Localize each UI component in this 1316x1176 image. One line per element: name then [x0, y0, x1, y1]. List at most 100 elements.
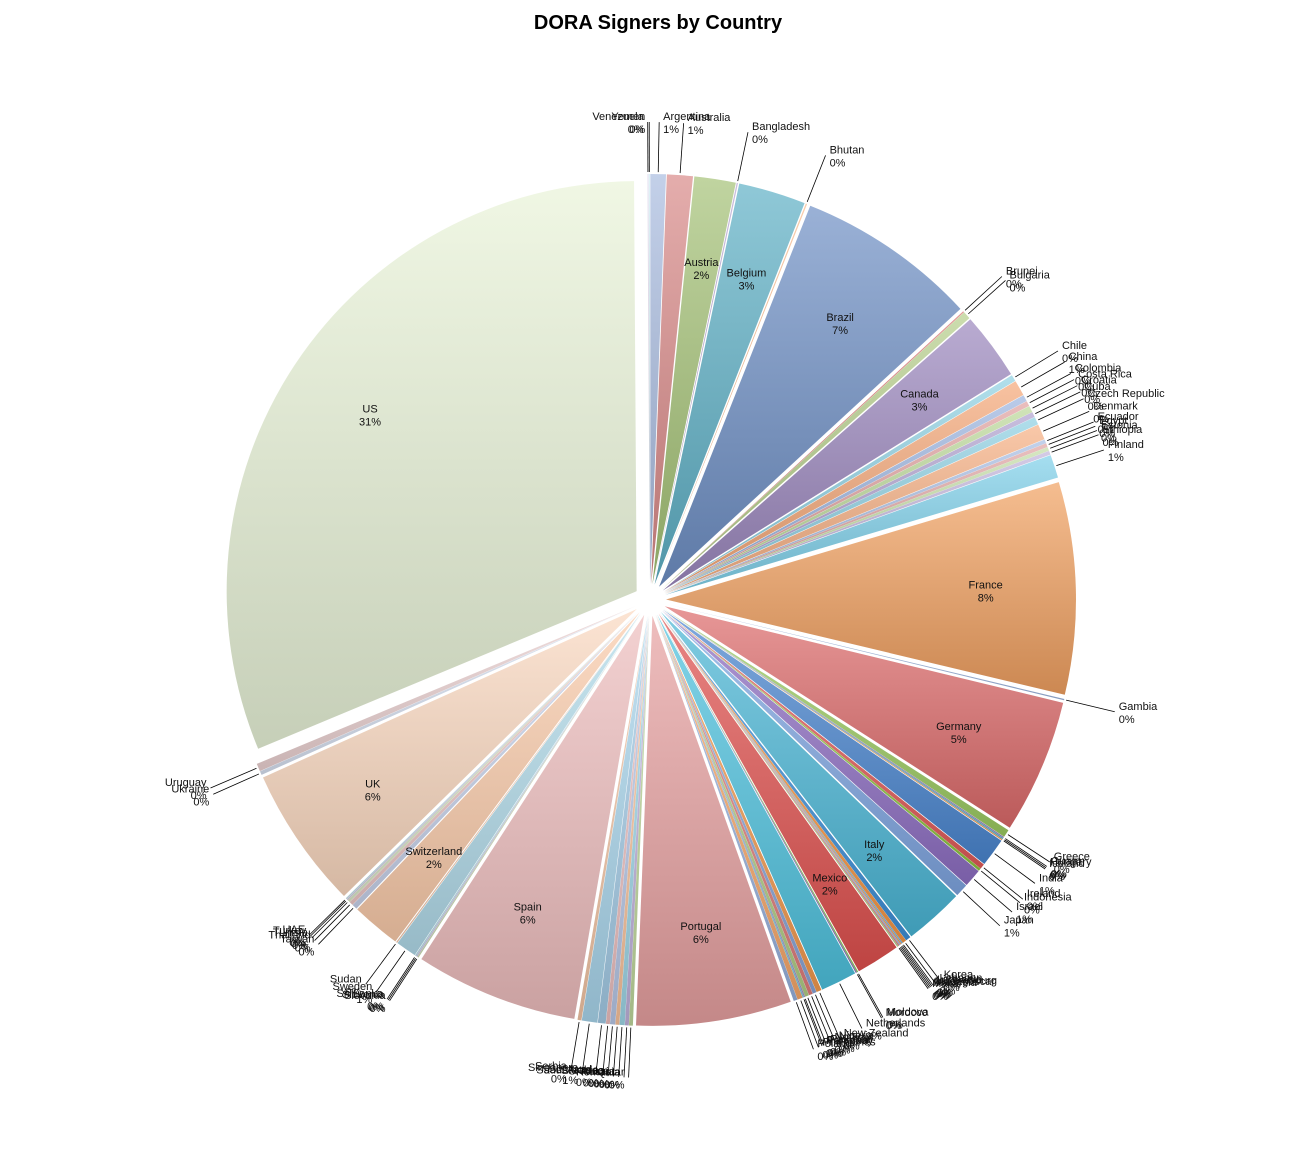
data-label-denmark: Denmark 0%: [1093, 400, 1138, 425]
slice-mexico: [658, 613, 897, 972]
slice-portugal: [636, 615, 791, 1026]
slice-turkey: [346, 611, 639, 901]
data-label-greece: Greece 0%: [1054, 851, 1090, 876]
leader-line-australia: [679, 123, 685, 174]
leader-line-turkey: [309, 900, 347, 937]
data-label-ukraine: Ukraine 0%: [171, 783, 209, 808]
slice-singapore: [581, 615, 648, 1023]
data-label-costa-rica: Costa Rica 0%: [1078, 369, 1133, 394]
data-label-ecuador: Ecuador 0%: [1098, 411, 1139, 436]
data-label-israel: Israel 1%: [1016, 901, 1043, 926]
slice-ecuador: [664, 439, 1047, 595]
data-label-czech-republic: Czech Republic 0%: [1088, 388, 1166, 413]
slice-sudan: [396, 612, 641, 943]
slice-yemen: [648, 174, 650, 585]
data-label-germany: Germany 5%: [936, 721, 982, 746]
data-label-chile: Chile 0%: [1062, 340, 1087, 365]
slice-belgium: [654, 183, 805, 585]
leader-line-sri-lanka: [386, 957, 415, 1000]
leader-line-israel: [973, 879, 1013, 913]
slice-czech-republic: [664, 417, 1039, 594]
leader-line-ukraine: [213, 773, 260, 795]
leader-line-lithuania: [903, 944, 934, 986]
data-label-bulgaria: Bulgaria 0%: [1009, 269, 1050, 294]
leader-line-thailand: [314, 904, 350, 941]
data-label-madagascar: Madagascar 0%: [935, 976, 996, 1001]
leader-line-norway: [811, 996, 831, 1043]
slice-brunei: [661, 311, 965, 590]
data-label-bangladesh: Bangladesh 0%: [752, 121, 810, 146]
slice-austria: [652, 176, 736, 585]
leader-line-cuba: [1035, 391, 1081, 414]
leader-line-serbia: [570, 1022, 580, 1072]
leader-line-philippines: [800, 1000, 819, 1048]
leader-line-japan: [962, 891, 1001, 927]
slice-new-zealand: [656, 614, 822, 993]
slice-israel: [662, 610, 979, 886]
data-label-france: France 8%: [969, 580, 1003, 605]
leader-line-korea: [909, 940, 941, 981]
data-label-pakistan: Pakistan 0%: [830, 1033, 872, 1058]
leader-line-argentina: [657, 122, 660, 173]
slice-venezuela: [647, 174, 650, 585]
leader-line-slovenia: [387, 957, 417, 1001]
slice-iceland: [663, 609, 1003, 841]
slice-japan: [661, 610, 967, 896]
data-label-morocco: Morocco 0%: [886, 1007, 928, 1032]
data-label-venezuela: Venezuela 0%: [592, 111, 644, 136]
slice-bulgaria: [661, 312, 970, 590]
slice-indonesia: [662, 610, 981, 871]
leader-line-madagascar: [900, 946, 931, 988]
leader-line-chile: [1015, 350, 1059, 378]
data-label-malaysia: Malaysia 0%: [933, 977, 977, 1002]
data-label-korea: Korea 0%: [944, 969, 974, 994]
slice-pakistan: [655, 614, 809, 997]
slice-bangladesh: [653, 182, 738, 585]
data-label-paraguay: Paraguay 0%: [826, 1035, 874, 1060]
leader-line-malta: [898, 947, 929, 990]
data-label-finland: Finland 1%: [1108, 439, 1144, 464]
data-label-malta: Malta 0%: [932, 978, 960, 1003]
leader-line-new-zealand: [819, 992, 841, 1039]
slice-finland: [665, 455, 1059, 595]
leader-line-indonesia: [980, 870, 1021, 904]
leader-line-bangladesh: [737, 132, 749, 182]
data-label-china: China 1%: [1069, 351, 1099, 376]
data-label-croatia: Croatia 0%: [1081, 375, 1117, 400]
slice-switzerland: [357, 612, 640, 942]
data-label-serbia: Serbia 0%: [535, 1060, 568, 1085]
leader-line-malaysia: [899, 947, 930, 989]
slice-france: [665, 482, 1076, 695]
leader-line-poland: [795, 1002, 814, 1050]
slice-taiwan: [352, 611, 639, 909]
leader-line-czech-republic: [1038, 398, 1084, 421]
slice-poland: [655, 615, 798, 1002]
data-label-us: US 31%: [359, 404, 381, 429]
data-label-cuba: Cuba 0%: [1084, 381, 1111, 406]
data-label-sri-lanka: Sri Lanka 0%: [337, 988, 384, 1013]
data-label-bhutan: Bhutan 0%: [830, 144, 865, 169]
data-label-slovakia: Slovakia 0%: [344, 990, 386, 1015]
leader-line-iceland: [1003, 840, 1046, 870]
data-label-switzerland: Switzerland 2%: [405, 846, 462, 871]
leader-line-singapore: [581, 1023, 590, 1074]
slice-russia: [619, 615, 649, 1026]
leader-line-morocco: [856, 974, 882, 1019]
leader-line-pakistan: [807, 997, 827, 1045]
data-label-ethiopia: Ethiopia 0%: [1103, 424, 1144, 449]
slice-gambia: [665, 603, 1065, 701]
slice-lithuania: [659, 612, 903, 944]
slice-germany: [664, 606, 1064, 828]
data-label-canada: Canada 3%: [900, 389, 939, 414]
data-label-nigeria: Nigeria 0%: [839, 1030, 875, 1055]
data-label-new-zealand: New Zealand 0%: [844, 1028, 909, 1053]
slice-bhutan: [655, 203, 808, 586]
data-label-ireland: Ireland 0%: [1027, 888, 1061, 913]
data-label-brunei: Brunei 0%: [1006, 265, 1038, 290]
leader-line-hungary: [1004, 839, 1047, 869]
slice-madagascar: [659, 612, 901, 946]
data-label-singapore: Singapore 1%: [528, 1062, 578, 1087]
slice-costa-rica: [664, 401, 1030, 593]
data-label-taiwan: Taiwan 0%: [280, 933, 314, 958]
slice-ukraine: [259, 606, 636, 775]
